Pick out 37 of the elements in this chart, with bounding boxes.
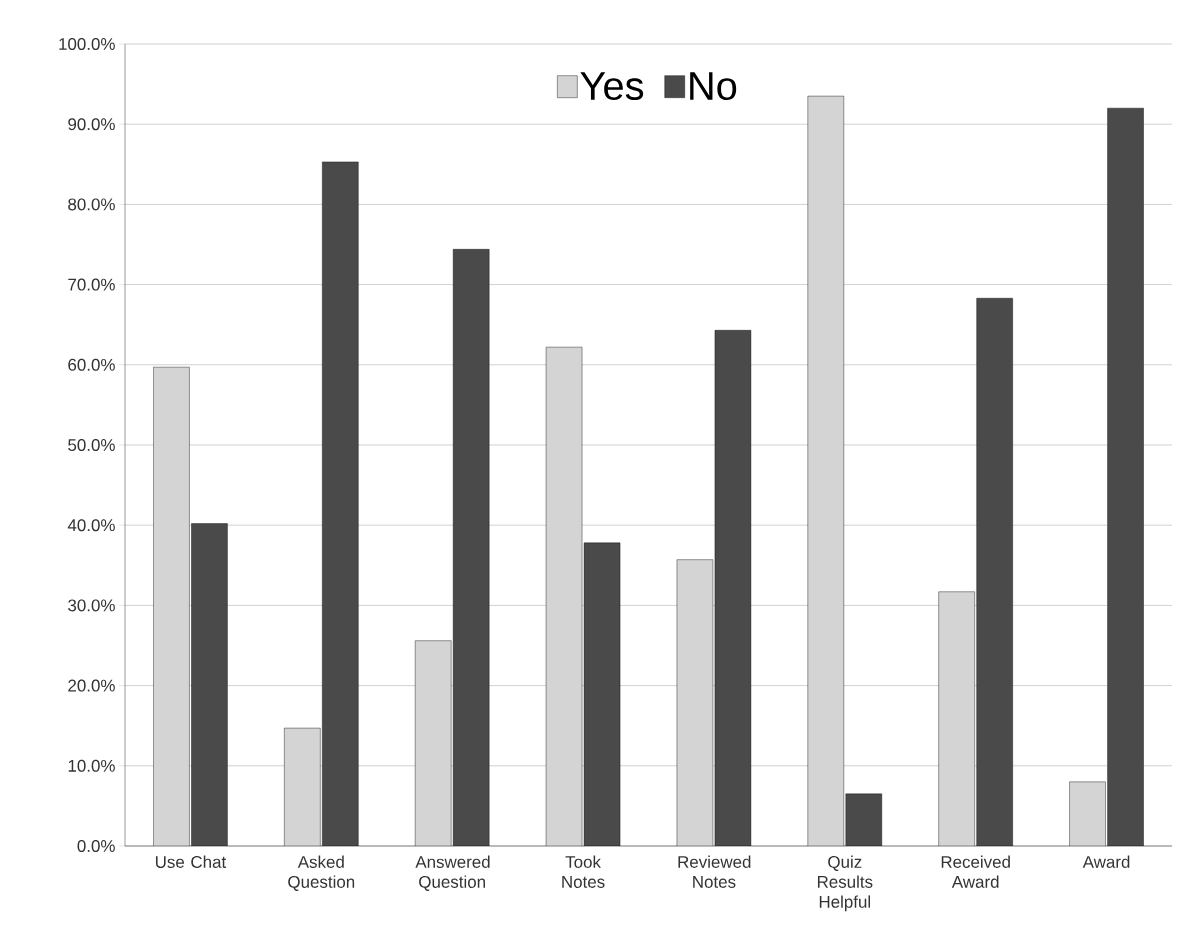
bar (807, 96, 844, 846)
y-tick-label: 100.0% (59, 37, 115, 50)
x-tick-label: Reviewed Notes (678, 855, 751, 888)
y-tick-label: 80.0% (68, 198, 115, 211)
bar (976, 298, 1013, 846)
legend-label: No (690, 72, 737, 101)
legend-label: Yes (580, 72, 644, 101)
bar (584, 542, 621, 846)
x-tick-label: Award (1082, 855, 1130, 868)
bar (153, 367, 190, 846)
bar (322, 161, 359, 846)
bar (676, 559, 713, 846)
bar (1107, 107, 1144, 846)
y-tick-label: 60.0% (68, 358, 115, 371)
x-tick-label: Use Chat (155, 855, 227, 868)
bar (191, 523, 228, 846)
bar (845, 793, 882, 846)
bar (284, 728, 321, 846)
y-tick-label: 10.0% (68, 759, 115, 772)
y-tick-label: 70.0% (68, 278, 115, 291)
y-tick-label: 20.0% (68, 679, 115, 692)
y-tick-label: 50.0% (68, 439, 115, 451)
y-tick-label: 0.0% (77, 840, 115, 852)
bar (1069, 781, 1106, 846)
y-tick-label: 90.0% (68, 118, 115, 131)
x-tick-label: Took Notes (562, 855, 605, 888)
bar (938, 591, 975, 846)
y-tick-label: 40.0% (67, 519, 115, 532)
bar (453, 249, 490, 846)
bar (546, 347, 583, 846)
x-tick-label: Quiz Results Helpful (817, 855, 873, 912)
bar (714, 330, 751, 846)
y-tick-label: 30.0% (68, 599, 115, 612)
x-tick-label: Asked Question (288, 855, 355, 891)
x-tick-label: Received Award (941, 855, 1010, 888)
bar (415, 640, 452, 846)
x-tick-label: Answered Question (415, 855, 490, 891)
